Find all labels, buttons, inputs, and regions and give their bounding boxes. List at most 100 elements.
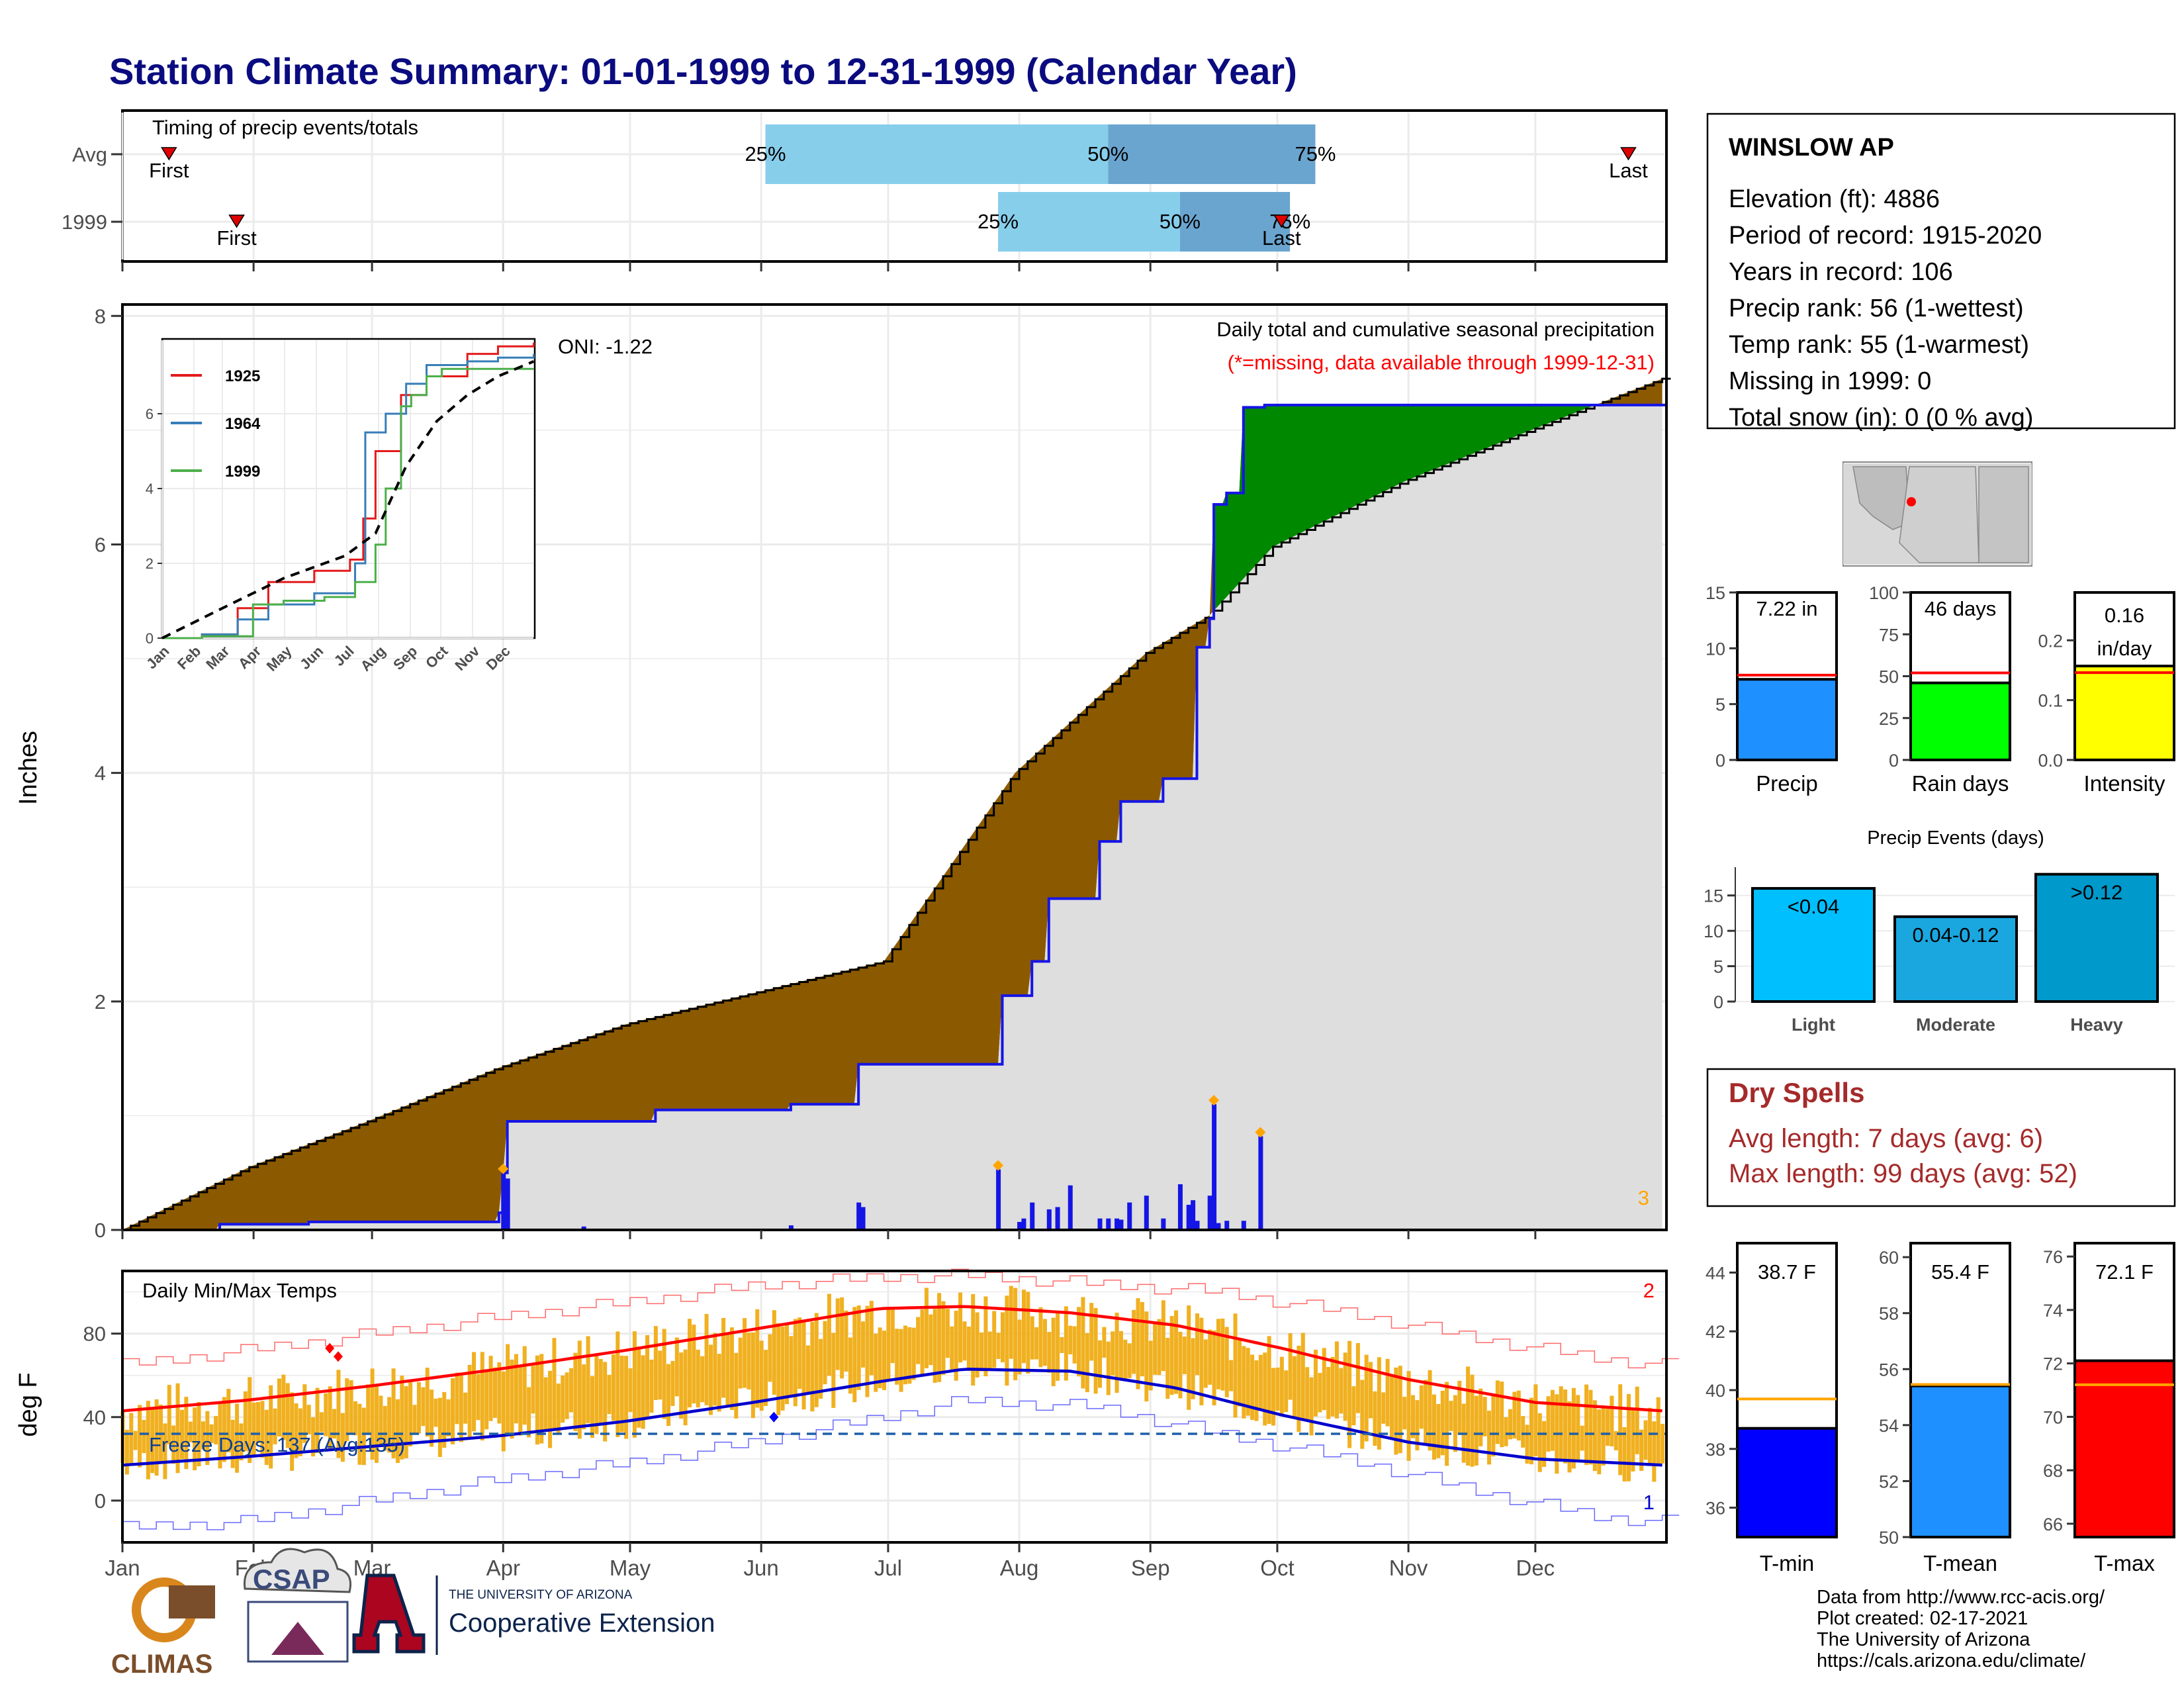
temp-summary-ytick-label: 58 bbox=[1879, 1304, 1899, 1324]
temp-summary-ytick-label: 44 bbox=[1706, 1263, 1725, 1283]
daily-temp-bar bbox=[1313, 1349, 1318, 1417]
summary-ytick-label: 15 bbox=[1706, 583, 1725, 603]
daily-temp-bar bbox=[658, 1350, 662, 1400]
daily-temp-bar bbox=[1592, 1400, 1597, 1472]
daily-temp-bar bbox=[793, 1319, 797, 1407]
daily-temp-bar bbox=[607, 1374, 612, 1415]
inset-series-1925 bbox=[162, 342, 535, 639]
daily-temp-bar bbox=[962, 1321, 967, 1361]
daily-temp-bar bbox=[1199, 1317, 1204, 1405]
daily-temp-bar bbox=[950, 1326, 954, 1372]
daily-temp-bar bbox=[945, 1309, 950, 1358]
daily-temp-bar bbox=[387, 1397, 392, 1453]
timing-row-label: 1999 bbox=[62, 211, 107, 234]
inset-ytick-label: 4 bbox=[146, 481, 154, 497]
daily-temp-bar bbox=[492, 1367, 497, 1418]
daily-temp-bar bbox=[433, 1398, 438, 1427]
daily-temp-bar bbox=[1584, 1384, 1589, 1466]
daily-temp-bar bbox=[1440, 1390, 1445, 1456]
daily-temp-bar bbox=[1064, 1306, 1068, 1381]
climas-logo-text: CLIMAS bbox=[111, 1650, 212, 1679]
daily-temp-bar bbox=[214, 1416, 218, 1444]
daily-temp-bar bbox=[510, 1359, 514, 1439]
month-label: Oct bbox=[1260, 1556, 1294, 1580]
daily-temp-bar bbox=[193, 1407, 197, 1471]
daily-temp-bar bbox=[472, 1352, 477, 1432]
temp-summary-bar-t-mean bbox=[1909, 1384, 2011, 1539]
temp-summary-value-label: 38.7 F bbox=[1758, 1260, 1816, 1284]
daily-temp-bar bbox=[1132, 1309, 1136, 1374]
event-bar-heavy bbox=[2034, 872, 2159, 1003]
daily-precip-bar bbox=[1115, 1218, 1120, 1230]
daily-temp-bar bbox=[1127, 1343, 1132, 1378]
daily-temp-bar bbox=[903, 1325, 907, 1385]
daily-temp-bar bbox=[789, 1336, 794, 1395]
daily-temp-bar bbox=[561, 1375, 565, 1423]
daily-temp-bar bbox=[805, 1345, 810, 1394]
precip-corner-number: 3 bbox=[1638, 1186, 1649, 1209]
daily-temp-bar bbox=[1529, 1397, 1533, 1465]
daily-temp-bar bbox=[142, 1419, 146, 1454]
daily-temp-bar bbox=[251, 1402, 256, 1456]
daily-temp-bar bbox=[1085, 1333, 1089, 1393]
daily-temp-bar bbox=[1580, 1425, 1584, 1451]
record-high-marker bbox=[333, 1351, 343, 1362]
daily-temp-bar bbox=[277, 1378, 281, 1436]
daily-precip-bar bbox=[1021, 1218, 1026, 1230]
daily-temp-bar bbox=[1479, 1388, 1483, 1446]
daily-precip-bar bbox=[1241, 1221, 1246, 1230]
daily-temp-bar bbox=[430, 1389, 434, 1447]
daily-temp-bar bbox=[273, 1408, 277, 1444]
daily-temp-bar bbox=[1030, 1316, 1034, 1360]
temp-summary-ytick-label: 66 bbox=[2043, 1515, 2063, 1534]
freeze-days-label: Freeze Days: 137 (Avg:135) bbox=[149, 1433, 405, 1456]
daily-temp-bar bbox=[370, 1368, 375, 1460]
daily-temp-bar bbox=[577, 1340, 582, 1439]
temp-summary-ytick-label: 54 bbox=[1879, 1416, 1899, 1436]
inset-ytick-label: 2 bbox=[146, 555, 154, 572]
last-event-label: Last bbox=[1609, 159, 1648, 182]
daily-temp-bar bbox=[1051, 1317, 1056, 1387]
daily-temp-bar bbox=[764, 1350, 768, 1406]
temp-ylabel: deg F bbox=[15, 1372, 42, 1436]
daily-temp-bar bbox=[243, 1391, 248, 1452]
daily-temp-bar bbox=[1136, 1298, 1140, 1389]
record-high-marker bbox=[325, 1342, 335, 1354]
daily-temp-bar bbox=[1550, 1389, 1555, 1451]
inset-series-1964 bbox=[162, 353, 535, 639]
daily-temp-bar bbox=[780, 1326, 785, 1411]
timing-q75-label: 75% bbox=[1295, 142, 1336, 165]
daily-temp-bar bbox=[404, 1386, 408, 1458]
temp-summary-ytick-label: 40 bbox=[1706, 1381, 1725, 1401]
daily-temp-bar bbox=[1187, 1305, 1191, 1410]
inset-avg-line bbox=[161, 360, 535, 639]
temp-summary-name: T-mean bbox=[1923, 1551, 1997, 1575]
temp-summary-ytick-label: 38 bbox=[1706, 1440, 1725, 1460]
daily-temp-bar bbox=[835, 1298, 840, 1370]
daily-precip-bar bbox=[1144, 1196, 1149, 1230]
daily-temp-bar bbox=[459, 1372, 463, 1442]
daily-temp-bar bbox=[920, 1309, 925, 1375]
daily-temp-bar bbox=[506, 1344, 510, 1433]
daily-temp-bar bbox=[1017, 1319, 1022, 1375]
daily-temp-bar bbox=[1284, 1370, 1289, 1413]
daily-temp-bar bbox=[421, 1387, 426, 1427]
precip-ytick-label: 4 bbox=[95, 762, 106, 785]
daily-temp-bar bbox=[848, 1337, 852, 1394]
daily-temp-bar bbox=[1500, 1382, 1504, 1448]
daily-temp-bar bbox=[755, 1309, 760, 1408]
month-label: May bbox=[610, 1556, 651, 1580]
inset-ytick-label: 6 bbox=[146, 406, 154, 422]
daily-temp-bar bbox=[1115, 1313, 1119, 1393]
daily-temp-bar bbox=[1576, 1395, 1580, 1460]
daily-temp-bar bbox=[907, 1327, 912, 1384]
daily-temp-bar bbox=[692, 1325, 696, 1404]
daily-temp-bar bbox=[1334, 1341, 1339, 1419]
daily-temp-bar bbox=[933, 1309, 937, 1383]
daily-temp-bar bbox=[311, 1417, 316, 1457]
daily-precip-bar bbox=[788, 1225, 794, 1230]
daily-temp-bar bbox=[146, 1401, 150, 1479]
month-label: Jun bbox=[744, 1556, 779, 1580]
climatology-fill bbox=[122, 404, 1662, 1230]
